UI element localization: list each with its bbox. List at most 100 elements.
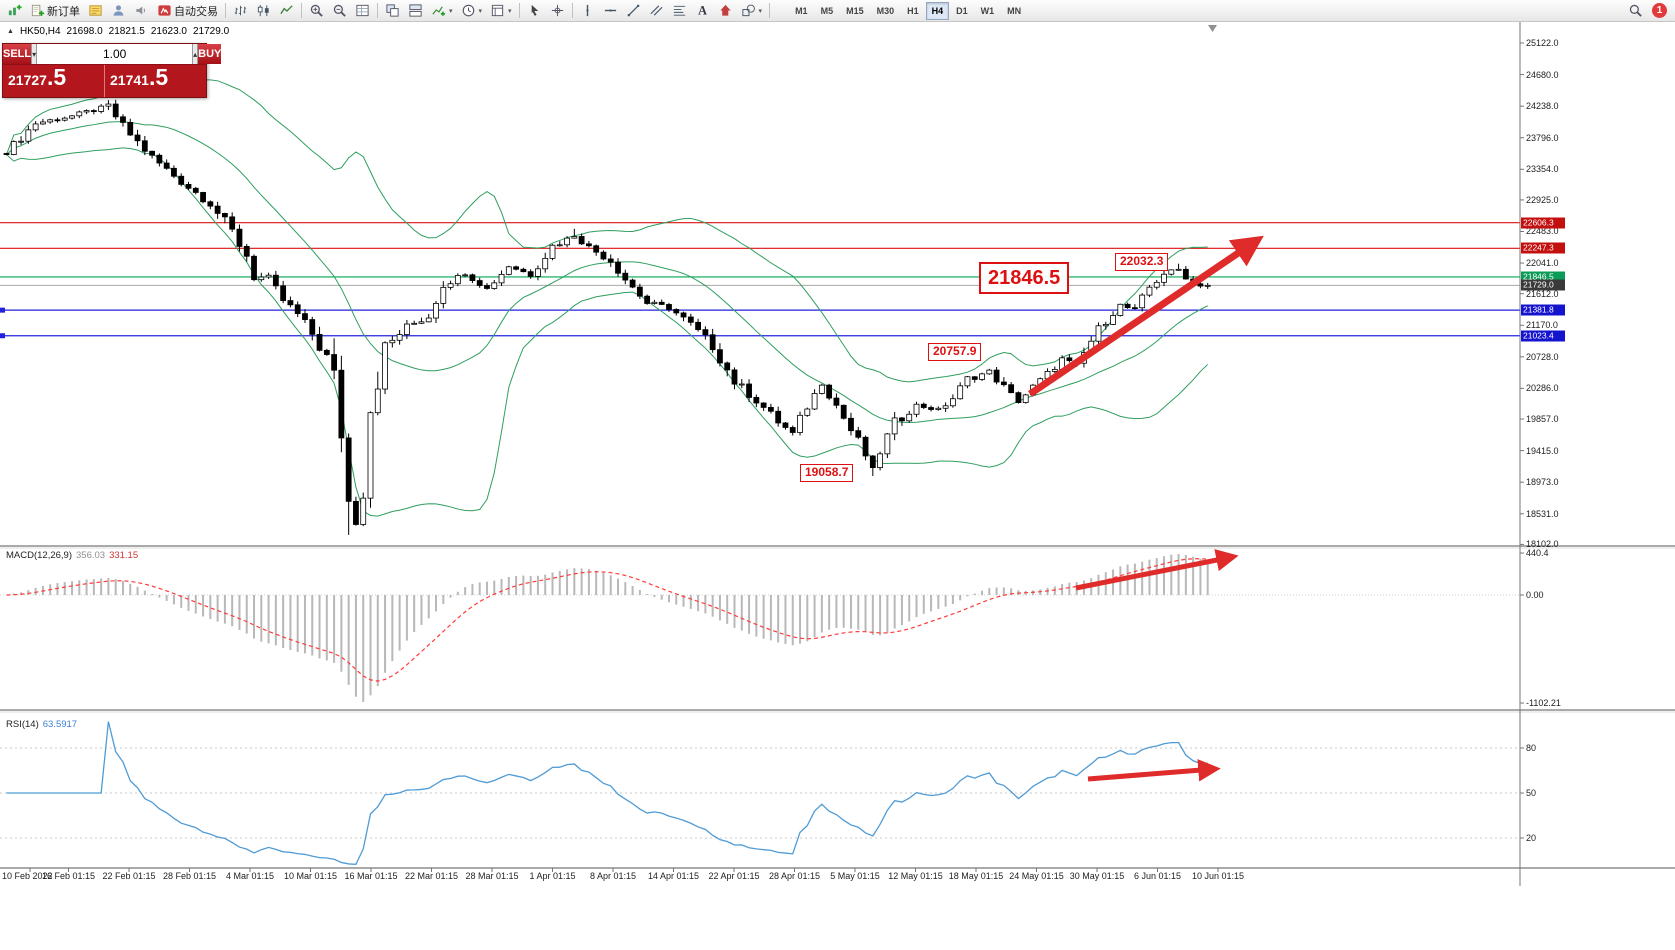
- channel-tool[interactable]: [645, 1, 668, 21]
- price-annotation-swing-low[interactable]: 19058.7: [800, 464, 854, 482]
- volume-increase-button[interactable]: ▴: [192, 44, 199, 64]
- sound-icon: [134, 3, 149, 18]
- tile-windows-button[interactable]: [351, 1, 374, 21]
- cursor-tool-button[interactable]: [523, 1, 546, 21]
- arrow-tool[interactable]: [714, 1, 737, 21]
- chevron-down-icon[interactable]: ▾: [508, 7, 512, 15]
- hline-icon: [603, 3, 618, 18]
- trendline-icon: [626, 3, 641, 18]
- zoomin-icon: [309, 3, 324, 18]
- fibonacci-tool[interactable]: [668, 1, 691, 21]
- toolbar-separator: [571, 3, 573, 18]
- horizontal-level-lines[interactable]: [0, 222, 1520, 339]
- channel-icon: [649, 3, 664, 18]
- periods-button[interactable]: ▾: [457, 1, 487, 21]
- zoom-in-button[interactable]: [305, 1, 328, 21]
- timeframe-button-h1[interactable]: H1: [907, 5, 919, 16]
- search-button[interactable]: [1624, 1, 1647, 21]
- trendline-tool[interactable]: [622, 1, 645, 21]
- macd-signal-line: [6, 558, 1208, 682]
- chevron-down-icon[interactable]: ▾: [449, 7, 453, 15]
- macd-signal-value: 331.15: [109, 550, 139, 561]
- new-chart-button[interactable]: [3, 1, 26, 21]
- autotrading-button[interactable]: 自动交易: [153, 1, 222, 21]
- main-toolbar: 新订单 自动交易 ▾ ▾ ▾ A ▾ M1 M5 M15 M30 H1 H4 D1 W1 MN 1: [0, 0, 1675, 22]
- buy-price-button[interactable]: 21741 .5: [105, 65, 206, 97]
- arrange-windows-button[interactable]: [404, 1, 427, 21]
- new-order-button[interactable]: 新订单: [26, 1, 84, 21]
- timeframe-button-m15[interactable]: M15: [846, 5, 864, 16]
- sound-alert-button[interactable]: [130, 1, 153, 21]
- bars-icon: [233, 3, 248, 18]
- price-annotation-major[interactable]: 21846.5: [979, 262, 1070, 294]
- clock-icon: [461, 3, 476, 18]
- vertical-line-tool[interactable]: [576, 1, 599, 21]
- chevron-down-icon[interactable]: ▾: [478, 7, 483, 15]
- timeframe-bar: M1 M5 M15 M30 H1 H4 D1 W1 MN: [789, 1, 1027, 20]
- trend-arrow-rsi[interactable]: [1087, 759, 1221, 782]
- zoom-out-button[interactable]: [328, 1, 351, 21]
- timeframe-button-m5[interactable]: M5: [820, 5, 834, 16]
- toolbar-separator: [225, 3, 226, 18]
- bollinger-bands: [6, 79, 1209, 517]
- text-tool[interactable]: A: [691, 1, 714, 21]
- buy-price-frac: .5: [148, 64, 169, 90]
- trend-arrow-macd[interactable]: [1075, 549, 1239, 591]
- crosshair-tool-button[interactable]: [546, 1, 569, 21]
- line-chart-button[interactable]: [275, 1, 298, 21]
- rsi-value: 63.5917: [42, 719, 78, 730]
- shapes-icon: [741, 3, 756, 18]
- cursor-icon: [527, 3, 542, 18]
- timeframe-button-m30[interactable]: M30: [876, 5, 895, 16]
- buy-button[interactable]: BUY: [198, 44, 222, 64]
- sell-price-main: 21727: [8, 72, 47, 88]
- timeframe-button-m1[interactable]: M1: [795, 5, 808, 16]
- horizontal-line-tool[interactable]: [599, 1, 622, 21]
- macd-main-value: 356.03: [76, 550, 106, 561]
- candlestick-chart-button[interactable]: [252, 1, 275, 21]
- autotrading-button-label: 自动交易: [174, 5, 218, 18]
- timeframe-button-w1[interactable]: W1: [980, 5, 995, 16]
- templates-button[interactable]: ▾: [486, 1, 516, 21]
- sell-price-button[interactable]: 21727 .5: [3, 65, 105, 97]
- price-annotation-swing-mid[interactable]: 20757.9: [928, 343, 982, 361]
- toolbar-right-group: 1: [1624, 1, 1672, 21]
- grid-icon: [355, 3, 370, 18]
- linechart-icon: [279, 3, 294, 18]
- rsi-indicator-label: RSI(14) 63.5917: [6, 719, 81, 730]
- navigator-icon: [111, 3, 126, 18]
- volume-input[interactable]: [37, 44, 193, 64]
- price-annotation-swing-high[interactable]: 22032.3: [1115, 253, 1169, 271]
- chart-shift-marker[interactable]: [1208, 25, 1217, 32]
- trend-arrow-main[interactable]: [1028, 235, 1264, 397]
- toolbar-separator: [518, 3, 520, 18]
- vline-icon: [580, 3, 595, 18]
- ohlc-high: 21821.5: [108, 26, 145, 37]
- fibo-icon: [672, 3, 687, 18]
- shapes-tool[interactable]: ▾: [737, 1, 767, 21]
- crosshair-icon: [550, 3, 565, 18]
- navigator-button[interactable]: [107, 1, 130, 21]
- collapse-icon[interactable]: ▲: [7, 28, 14, 35]
- notification-badge[interactable]: 1: [1652, 3, 1667, 18]
- zoomout-icon: [332, 3, 347, 18]
- market-watch-button[interactable]: [84, 1, 107, 21]
- autotrade-icon: [157, 3, 172, 18]
- bar-chart-button[interactable]: [229, 1, 252, 21]
- rsi-line: [6, 721, 1208, 865]
- sell-button[interactable]: SELL: [3, 44, 32, 64]
- svg-text:A: A: [698, 4, 707, 18]
- chevron-down-icon[interactable]: ▾: [758, 7, 763, 15]
- macd-indicator-label: MACD(12,26,9) 356.03 331.15: [6, 550, 142, 561]
- symbol-period: HK50,H4: [19, 26, 61, 37]
- candlesticks[interactable]: [3, 99, 1211, 535]
- timeframe-button-mn[interactable]: MN: [1007, 5, 1022, 16]
- rsi-name: RSI(14): [6, 719, 39, 730]
- cascade-windows-button[interactable]: [381, 1, 404, 21]
- search-icon: [1628, 3, 1643, 18]
- timeframe-button-h4[interactable]: H4: [925, 1, 950, 20]
- volume-decrease-button[interactable]: ▾: [31, 44, 38, 64]
- indicators-button[interactable]: ▾: [427, 1, 457, 21]
- timeframe-button-d1[interactable]: D1: [956, 5, 968, 16]
